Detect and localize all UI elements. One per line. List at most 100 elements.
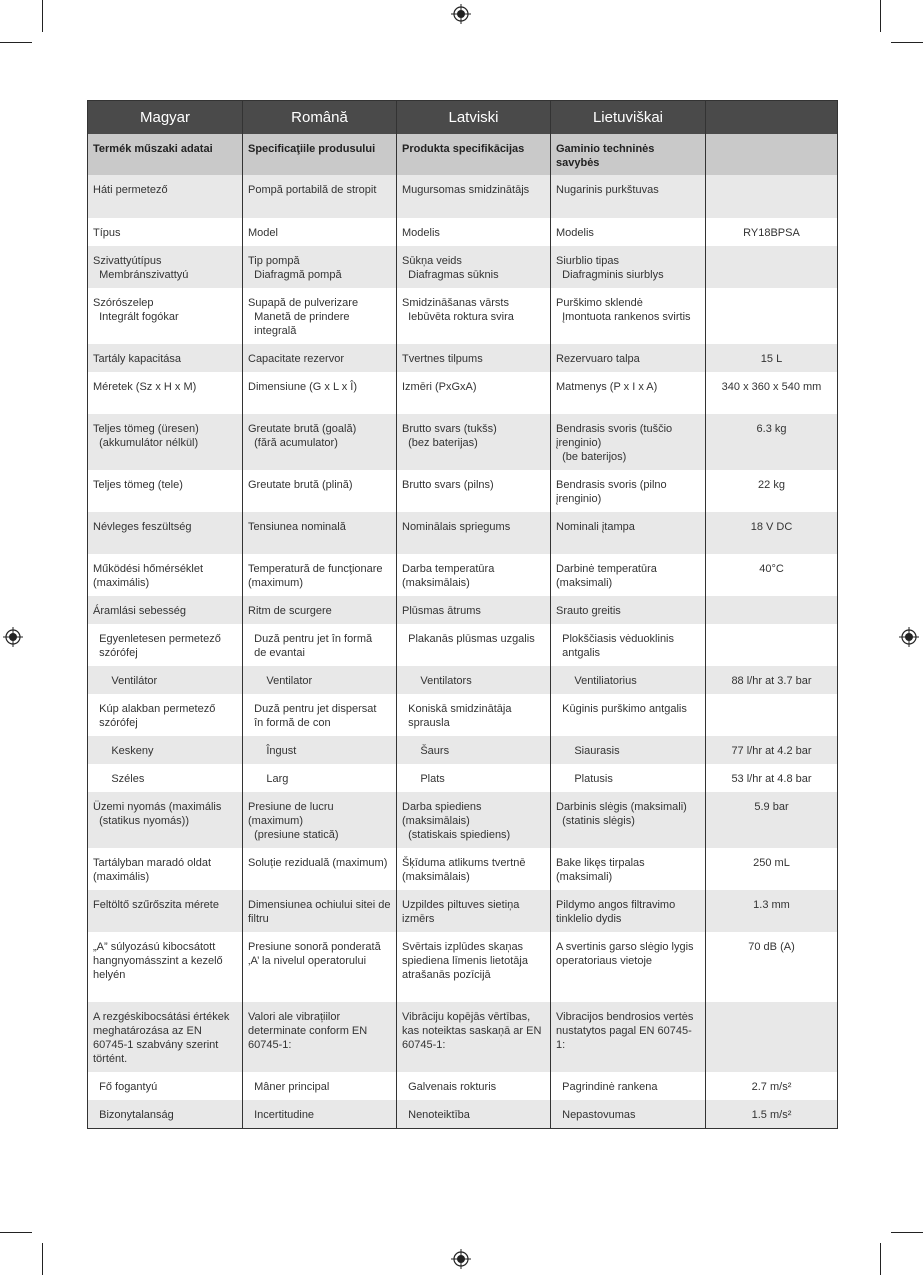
spec-heading-row: Termék műszaki adatai Specificaţiile prod… xyxy=(87,134,838,175)
table-row: Szivattyútípus Membránszivattyú Tip pompă… xyxy=(87,246,838,288)
spec-value xyxy=(705,624,838,666)
spec-value: 6.3 kg xyxy=(705,414,838,470)
spec-label: Plakanās plūsmas uzgalis xyxy=(396,624,551,666)
language-header-row: Magyar Română Latviski Lietuviškai xyxy=(87,100,838,134)
spec-label: Ritm de scurgere xyxy=(242,596,397,624)
spec-value xyxy=(705,694,838,736)
spec-label: Kūginis purškimo antgalis xyxy=(550,694,706,736)
spec-value: 18 V DC xyxy=(705,512,838,554)
language-header: Magyar xyxy=(87,100,243,134)
table-row: Keskeny Îngust Šaurs Siaurasis 77 l/hr at… xyxy=(87,736,838,764)
spec-label: Fő fogantyú xyxy=(87,1072,243,1100)
crop-mark xyxy=(0,1232,32,1233)
table-row: Bizonytalanság Incertitudine Nenoteiktīb… xyxy=(87,1100,838,1129)
spec-label: Izmēri (PxGxA) xyxy=(396,372,551,414)
crop-mark xyxy=(880,1243,881,1275)
spec-label: Plūsmas ātrums xyxy=(396,596,551,624)
spec-label: Brutto svars (pilns) xyxy=(396,470,551,512)
spec-label: Bendrasis svoris (pilno įrenginio) xyxy=(550,470,706,512)
registration-mark-icon xyxy=(899,627,919,647)
spec-label: Kúp alakban permetező szórófej xyxy=(87,694,243,736)
registration-mark-icon xyxy=(451,4,471,24)
spec-label: Brutto svars (tukšs) (bez baterijas) xyxy=(396,414,551,470)
spec-label: Larg xyxy=(242,764,397,792)
spec-value: 5.9 bar xyxy=(705,792,838,848)
spec-value: 40°C xyxy=(705,554,838,596)
spec-label: Plokščiasis vėduoklinis antgalis xyxy=(550,624,706,666)
spec-value xyxy=(705,288,838,344)
spec-label: Šķīduma atlikums tvertnē (maksimālais) xyxy=(396,848,551,890)
spec-label: Rezervuaro talpa xyxy=(550,344,706,372)
language-header: Română xyxy=(242,100,397,134)
spec-label: Supapă de pulverizare Manetă de prindere… xyxy=(242,288,397,344)
table-row: Háti permetező Pompă portabilă de stropit… xyxy=(87,175,838,218)
spec-label: Koniskā smidzinātāja sprausla xyxy=(396,694,551,736)
spec-label: Svērtais izplūdes skaņas spiediena līmen… xyxy=(396,932,551,1002)
spec-label: Nominālais spriegums xyxy=(396,512,551,554)
spec-label: Plats xyxy=(396,764,551,792)
spec-label: Modelis xyxy=(550,218,706,246)
spec-value xyxy=(705,175,838,218)
spec-label: Presiune de lucru (maximum) (presiune st… xyxy=(242,792,397,848)
spec-label: Dimensiunea ochiului sitei de filtru xyxy=(242,890,397,932)
table-row: Tartályban maradó oldat (maximális) Soluț… xyxy=(87,848,838,890)
spec-label: Méretek (Sz x H x M) xyxy=(87,372,243,414)
spec-label: Nenoteiktība xyxy=(396,1100,551,1129)
spec-label: Teljes tömeg (üresen) (akkumulátor nélkü… xyxy=(87,414,243,470)
spec-value: 340 x 360 x 540 mm xyxy=(705,372,838,414)
crop-mark xyxy=(891,42,923,43)
spec-label: Siaurasis xyxy=(550,736,706,764)
spec-label: Ventilátor xyxy=(87,666,243,694)
table-row: Teljes tömeg (üresen) (akkumulátor nélkü… xyxy=(87,414,838,470)
spec-label: Specificaţiile produsului xyxy=(242,134,397,175)
spec-value: 22 kg xyxy=(705,470,838,512)
spec-table: Magyar Română Latviski Lietuviškai Termék m… xyxy=(87,100,838,1129)
spec-label: Tensiunea nominală xyxy=(242,512,397,554)
spec-label: Produkta specifikācijas xyxy=(396,134,551,175)
spec-label: Darba temperatūra (maksimālais) xyxy=(396,554,551,596)
spec-value xyxy=(705,134,838,175)
language-header: Latviski xyxy=(396,100,551,134)
table-row: Fő fogantyú Mâner principal Galvenais ro… xyxy=(87,1072,838,1100)
spec-value: 53 l/hr at 4.8 bar xyxy=(705,764,838,792)
spec-label: Mugursomas smidzinātājs xyxy=(396,175,551,218)
spec-label: Darbinis slėgis (maksimali) (statinis sl… xyxy=(550,792,706,848)
spec-label: Nugarinis purkštuvas xyxy=(550,175,706,218)
table-row: Kúp alakban permetező szórófej Duză pent… xyxy=(87,694,838,736)
table-row: Teljes tömeg (tele) Greutate brută (plină… xyxy=(87,470,838,512)
spec-label: Bendrasis svoris (tuščio įrenginio) (be … xyxy=(550,414,706,470)
spec-value: 2.7 m/s² xyxy=(705,1072,838,1100)
spec-label: „A” súlyozású kibocsátott hangnyomásszin… xyxy=(87,932,243,1002)
table-row: Típus Model Modelis Modelis RY18BPSA xyxy=(87,218,838,246)
spec-label: Széles xyxy=(87,764,243,792)
table-row: Szórószelep Integrált fogókar Supapă de p… xyxy=(87,288,838,344)
spec-value: 88 l/hr at 3.7 bar xyxy=(705,666,838,694)
spec-value: 1.3 mm xyxy=(705,890,838,932)
spec-label: Típus xyxy=(87,218,243,246)
table-row: Névleges feszültség Tensiunea nominală Nom… xyxy=(87,512,838,554)
spec-label: Nepastovumas xyxy=(550,1100,706,1129)
spec-label: Nominali įtampa xyxy=(550,512,706,554)
spec-label: A rezgéskibocsátási értékek meghatározás… xyxy=(87,1002,243,1072)
spec-label: Modelis xyxy=(396,218,551,246)
crop-mark xyxy=(0,42,32,43)
spec-label: Tvertnes tilpums xyxy=(396,344,551,372)
spec-label: Pildymo angos filtravimo tinklelio dydis xyxy=(550,890,706,932)
spec-label: Áramlási sebesség xyxy=(87,596,243,624)
spec-label: Temperatură de funcţionare (maximum) xyxy=(242,554,397,596)
spec-label: Üzemi nyomás (maximális (statikus nyomás… xyxy=(87,792,243,848)
spec-label: Sūkņa veids Diafragmas sūknis xyxy=(396,246,551,288)
spec-value xyxy=(705,246,838,288)
spec-value: 15 L xyxy=(705,344,838,372)
spec-label: Darbinė temperatūra (maksimali) xyxy=(550,554,706,596)
spec-label: Ventilator xyxy=(242,666,397,694)
table-row: „A” súlyozású kibocsátott hangnyomásszin… xyxy=(87,932,838,1002)
spec-label: Mâner principal xyxy=(242,1072,397,1100)
spec-label: Ventiliatorius xyxy=(550,666,706,694)
spec-label: A svertinis garso slėgio lygis operatori… xyxy=(550,932,706,1002)
crop-mark xyxy=(42,1243,43,1275)
spec-label: Vibracijos bendrosios vertės nustatytos … xyxy=(550,1002,706,1072)
spec-label: Greutate brută (plină) xyxy=(242,470,397,512)
registration-mark-icon xyxy=(3,627,23,647)
spec-label: Galvenais rokturis xyxy=(396,1072,551,1100)
